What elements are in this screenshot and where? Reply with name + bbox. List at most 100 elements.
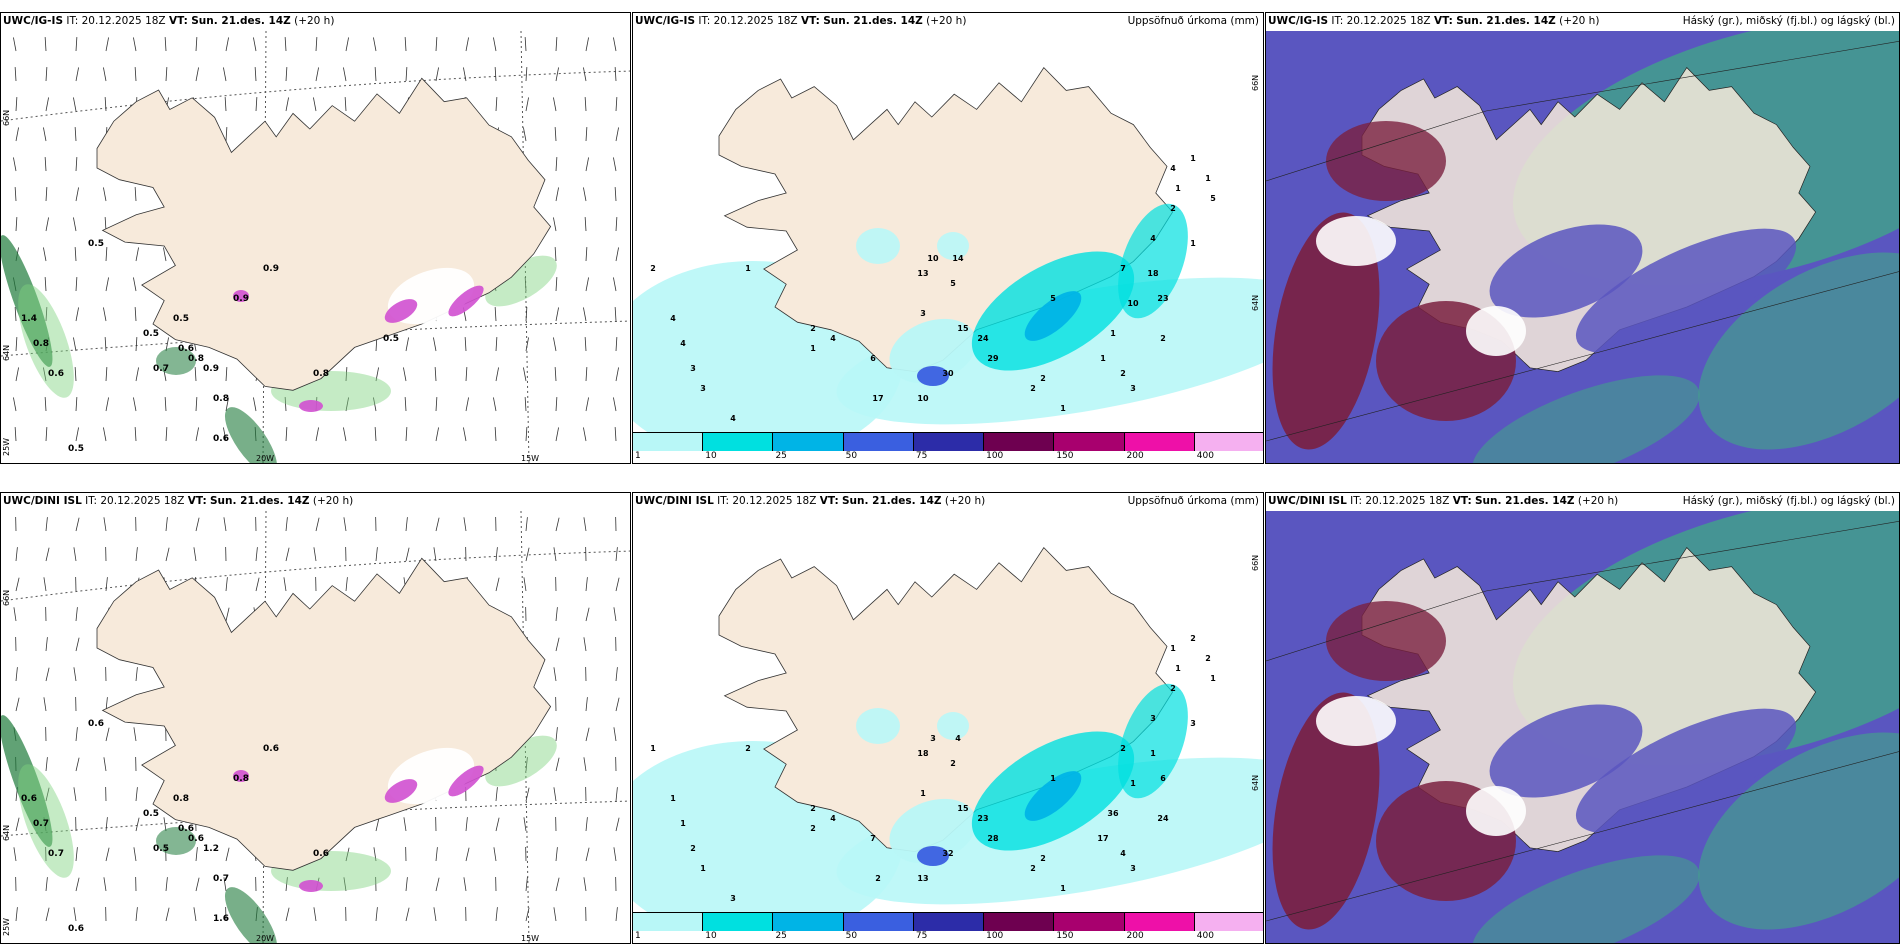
wind-barb	[404, 397, 407, 412]
graticule-label: 20W	[256, 934, 274, 943]
precip-value-label: 14	[952, 254, 964, 263]
wind-barb	[104, 337, 107, 352]
wind-barb	[165, 517, 168, 532]
wind-barb	[14, 187, 17, 202]
wind-barb	[555, 427, 559, 442]
graticule-label: 15W	[521, 934, 539, 943]
precip-value-label: 18	[1147, 269, 1159, 278]
gust-cell	[384, 779, 418, 803]
wind-barb	[405, 427, 408, 442]
wind-barb	[374, 67, 377, 82]
precip-value-label: 2	[745, 744, 751, 753]
wind-barb	[134, 187, 137, 202]
wind-barb	[554, 127, 557, 142]
wind-barb	[14, 307, 17, 322]
colorbar-tick-label: 400	[1196, 931, 1214, 941]
panel-title: UWC/IG-IS IT: 20.12.2025 18Z VT: Sun. 21…	[635, 15, 967, 27]
wind-barb	[104, 97, 107, 112]
wind-barb	[433, 547, 437, 562]
wind-barb	[103, 877, 107, 892]
wind-barb	[15, 817, 20, 832]
precip-value-label: 13	[917, 269, 928, 278]
precip-value-label: 7	[870, 834, 876, 843]
wind-barb	[553, 667, 557, 682]
wind-barb	[105, 727, 110, 742]
graticule-label: 64N	[2, 345, 11, 361]
colorbar-swatch	[1194, 913, 1263, 931]
wind-barb	[73, 217, 77, 232]
wind-barb	[103, 427, 107, 442]
wind-barb	[43, 247, 47, 262]
wind-barb	[555, 727, 558, 742]
precip-value-label: 23	[977, 814, 988, 823]
graticule-label: 64N	[1251, 775, 1260, 791]
wind-barb	[463, 877, 467, 892]
graticule-label: 66N	[2, 110, 11, 126]
wind-barb	[164, 37, 167, 52]
wind-barb	[585, 37, 589, 52]
wind-speed-label: 0.9	[263, 264, 279, 274]
panel-subtitle: Uppsöfnuð úrkoma (mm)	[1127, 495, 1259, 507]
graticule-line	[262, 31, 267, 463]
wind-speed-label: 0.6	[178, 344, 194, 354]
wind-barb	[225, 127, 228, 142]
wind-barb	[75, 877, 80, 892]
panel-wind-igis: UWC/IG-IS IT: 20.12.2025 18Z VT: Sun. 21…	[0, 12, 631, 464]
gust-cell	[233, 770, 249, 782]
wind-barb	[45, 307, 48, 322]
precip-value-label: 3	[730, 894, 736, 903]
wind-barb	[585, 727, 590, 742]
wind-barb	[434, 367, 437, 382]
wind-barb	[433, 337, 437, 352]
wind-barb	[135, 247, 139, 262]
wind-barb	[465, 847, 470, 862]
wind-barb	[494, 307, 497, 322]
wind-barb	[165, 547, 170, 562]
wind-barb	[15, 367, 19, 382]
wind-barb	[583, 877, 587, 892]
wind-barb	[105, 247, 108, 262]
precip-field	[836, 757, 1263, 905]
precip-value-label: 36	[1107, 809, 1119, 818]
precip-value-label: 4	[955, 734, 961, 743]
wind-barb	[345, 397, 349, 412]
wind-barb	[15, 667, 18, 682]
wind-barb	[495, 97, 498, 112]
gust-field	[485, 735, 557, 787]
colorbar-tick-label: 1	[635, 931, 641, 941]
wind-barb	[554, 367, 557, 382]
wind-barb	[495, 817, 500, 832]
mid-cloud-field	[1575, 228, 1797, 354]
precip-value-label: 23	[1157, 294, 1168, 303]
wind-barb	[585, 157, 589, 172]
wind-barb	[343, 427, 347, 442]
wind-barb	[225, 37, 229, 52]
wind-barb	[403, 817, 407, 832]
precip-value-label: 2	[1190, 634, 1196, 643]
wind-barb	[374, 427, 377, 442]
panel-title: UWC/IG-IS IT: 20.12.2025 18Z VT: Sun. 21…	[3, 15, 335, 27]
wind-barb	[103, 757, 107, 772]
wind-barb	[405, 517, 408, 532]
wind-barb	[584, 97, 587, 112]
wind-barb	[583, 307, 587, 322]
precip-value-label: 2	[1040, 854, 1046, 863]
colorbar-tick-label: 25	[775, 931, 787, 941]
wind-barb	[465, 397, 469, 412]
clear-sky-area	[1316, 216, 1396, 266]
wind-barb	[345, 37, 349, 52]
precip-value-label: 10	[927, 254, 939, 263]
wind-barb	[225, 847, 230, 862]
wind-barb	[313, 547, 317, 562]
colorbar-swatch	[703, 433, 774, 451]
precip-value-label: 6	[870, 354, 876, 363]
wind-barb	[525, 787, 530, 802]
gust-field	[18, 764, 74, 878]
wind-barb	[74, 247, 77, 262]
wind-barb	[615, 907, 618, 922]
wind-barb	[134, 427, 137, 442]
wind-barb	[15, 217, 18, 232]
wind-barb	[73, 547, 77, 562]
wind-barb	[555, 157, 558, 172]
